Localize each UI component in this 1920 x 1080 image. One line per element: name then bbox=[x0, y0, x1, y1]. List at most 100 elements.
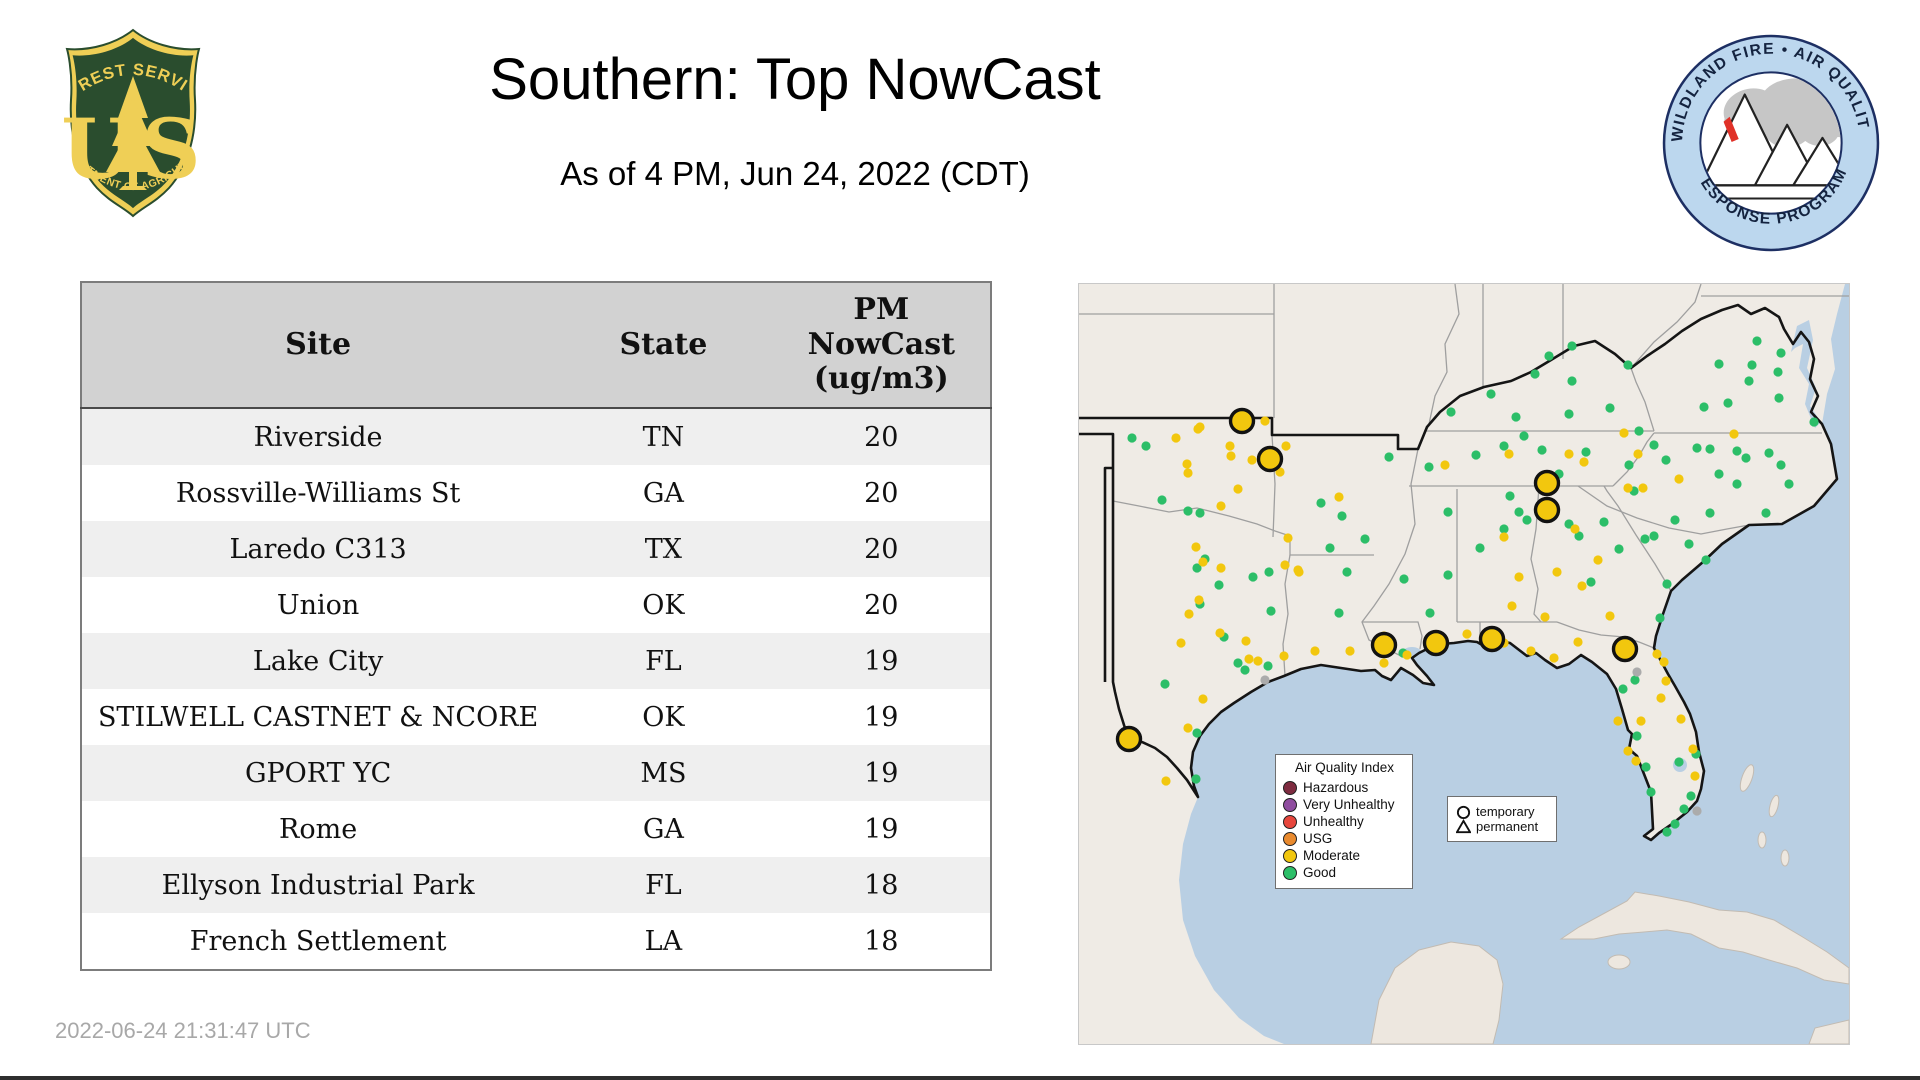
monitor-dot-good bbox=[1499, 441, 1509, 451]
monitor-dot-moderate bbox=[1507, 601, 1517, 611]
aqi-legend-item: Moderate bbox=[1283, 847, 1406, 864]
monitor-dot-good bbox=[1632, 731, 1642, 741]
state-cell: LA bbox=[554, 913, 773, 970]
monitor-dot-good bbox=[1511, 412, 1521, 422]
monitor-dot-moderate bbox=[1690, 771, 1700, 781]
monitor-dot-good bbox=[1646, 787, 1656, 797]
aqi-legend: Air Quality Index Hazardous Very Unhealth… bbox=[1275, 754, 1413, 889]
monitor-dot-good bbox=[1564, 409, 1574, 419]
column-header-state: State bbox=[554, 282, 773, 409]
aqi-legend-label: Good bbox=[1303, 865, 1337, 880]
pm-nowcast-cell: 20 bbox=[772, 521, 991, 577]
monitor-dot-good bbox=[1670, 819, 1680, 829]
marker-legend-label: permanent bbox=[1476, 818, 1539, 834]
state-cell: FL bbox=[554, 633, 773, 689]
monitor-dot-moderate bbox=[1605, 611, 1615, 621]
monitor-dot-good bbox=[1567, 376, 1577, 386]
monitor-dot-moderate bbox=[1198, 694, 1208, 704]
monitor-dots bbox=[1127, 336, 1819, 837]
monitor-dot-moderate bbox=[1514, 572, 1524, 582]
monitor-dot-moderate bbox=[1402, 650, 1412, 660]
top-site-marker bbox=[1422, 629, 1450, 657]
aqi-legend-color-dot bbox=[1283, 848, 1297, 863]
monitor-dot-good bbox=[1662, 579, 1672, 589]
aqi-legend-title: Air Quality Index bbox=[1294, 760, 1395, 775]
monitor-dot-good bbox=[1634, 426, 1644, 436]
monitor-dot-moderate bbox=[1195, 422, 1205, 432]
table-row: Rome GA 19 bbox=[81, 801, 991, 857]
monitor-dot-moderate bbox=[1279, 651, 1289, 661]
monitor-dot-good bbox=[1776, 460, 1786, 470]
site-cell: Ellyson Industrial Park bbox=[81, 857, 555, 913]
monitor-dot-moderate bbox=[1225, 441, 1235, 451]
site-cell: Riverside bbox=[81, 408, 555, 465]
monitor-dot-moderate bbox=[1280, 560, 1290, 570]
aqi-legend-item: Unhealthy bbox=[1283, 813, 1406, 830]
monitor-dot-moderate bbox=[1281, 441, 1291, 451]
pm-nowcast-cell: 20 bbox=[772, 465, 991, 521]
wfaqrp-logo: WILDLAND FIRE • AIR QUALITY RESPONSE PRO… bbox=[1654, 19, 1882, 254]
top-site-marker bbox=[1533, 469, 1561, 497]
aqi-legend-label: Moderate bbox=[1303, 848, 1361, 863]
monitor-dot-good bbox=[1537, 445, 1547, 455]
monitor-dot-good bbox=[1714, 469, 1724, 479]
monitor-dot-good bbox=[1809, 417, 1819, 427]
monitor-dot-moderate bbox=[1182, 459, 1192, 469]
page-title: Southern: Top NowCast bbox=[489, 47, 1101, 112]
monitor-dot-good bbox=[1519, 431, 1529, 441]
pm-nowcast-cell: 19 bbox=[772, 633, 991, 689]
site-cell: Lake City bbox=[81, 633, 555, 689]
monitor-dot-good bbox=[1692, 443, 1702, 453]
monitor-dot-good bbox=[1686, 791, 1696, 801]
table-row: French Settlement LA 18 bbox=[81, 913, 991, 970]
pm-nowcast-cell: 19 bbox=[772, 689, 991, 745]
monitor-dot-moderate bbox=[1659, 657, 1669, 667]
top-site-marker bbox=[1256, 445, 1284, 473]
monitor-dot-moderate bbox=[1253, 656, 1263, 666]
monitor-dot-moderate bbox=[1241, 636, 1251, 646]
monitor-dot-moderate bbox=[1294, 567, 1304, 577]
monitor-dot-good bbox=[1705, 444, 1715, 454]
monitor-dot-moderate bbox=[1631, 756, 1641, 766]
monitor-dot-moderate bbox=[1310, 646, 1320, 656]
land-mass bbox=[1079, 284, 1845, 1044]
monitor-dot-good bbox=[1195, 508, 1205, 518]
table-body: Riverside TN 20 Rossville-Williams St GA 20 La… bbox=[81, 408, 991, 970]
state-cell: TX bbox=[554, 521, 773, 577]
mountains-icon bbox=[1701, 93, 1841, 187]
top-site-marker bbox=[1115, 725, 1143, 753]
monitor-dot-good bbox=[1160, 679, 1170, 689]
state-cell: MS bbox=[554, 745, 773, 801]
monitor-dot-good bbox=[1649, 531, 1659, 541]
top-site-marker bbox=[1611, 635, 1639, 663]
top-site-marker bbox=[1478, 625, 1506, 653]
aqi-legend-item: Very Unhealthy bbox=[1283, 796, 1406, 813]
monitor-dot-moderate bbox=[1656, 693, 1666, 703]
monitor-dot-moderate bbox=[1283, 533, 1293, 543]
monitor-dot-moderate bbox=[1564, 449, 1574, 459]
monitor-dot-good bbox=[1263, 661, 1273, 671]
monitor-dot-moderate bbox=[1729, 429, 1739, 439]
marker-legend-label: temporary bbox=[1476, 803, 1535, 819]
monitor-dot-good bbox=[1630, 675, 1640, 685]
monitor-dot-good bbox=[1701, 555, 1711, 565]
monitor-dot-moderate bbox=[1215, 628, 1225, 638]
monitor-dot-moderate bbox=[1526, 646, 1536, 656]
aqi-legend-color-dot bbox=[1283, 797, 1297, 812]
table-row: STILWELL CASTNET & NCORE OK 19 bbox=[81, 689, 991, 745]
monitor-dot-good bbox=[1662, 827, 1672, 837]
monitor-dot-good bbox=[1264, 567, 1274, 577]
top-nowcast-table: Site State PM NowCast (ug/m3) Riverside T… bbox=[80, 281, 992, 971]
monitor-dot-good bbox=[1192, 563, 1202, 573]
aqi-legend-label: USG bbox=[1303, 831, 1333, 846]
site-cell: Rome bbox=[81, 801, 555, 857]
cuba-island bbox=[1559, 891, 1849, 985]
monitor-dot-moderate bbox=[1674, 474, 1684, 484]
monitor-dot-moderate bbox=[1345, 646, 1355, 656]
table-row: Laredo C313 TX 20 bbox=[81, 521, 991, 577]
aqi-legend-item: Good bbox=[1283, 864, 1406, 881]
monitor-dot-good bbox=[1599, 517, 1609, 527]
monitor-dot-good bbox=[1674, 757, 1684, 767]
aqi-legend-item: USG bbox=[1283, 830, 1406, 847]
